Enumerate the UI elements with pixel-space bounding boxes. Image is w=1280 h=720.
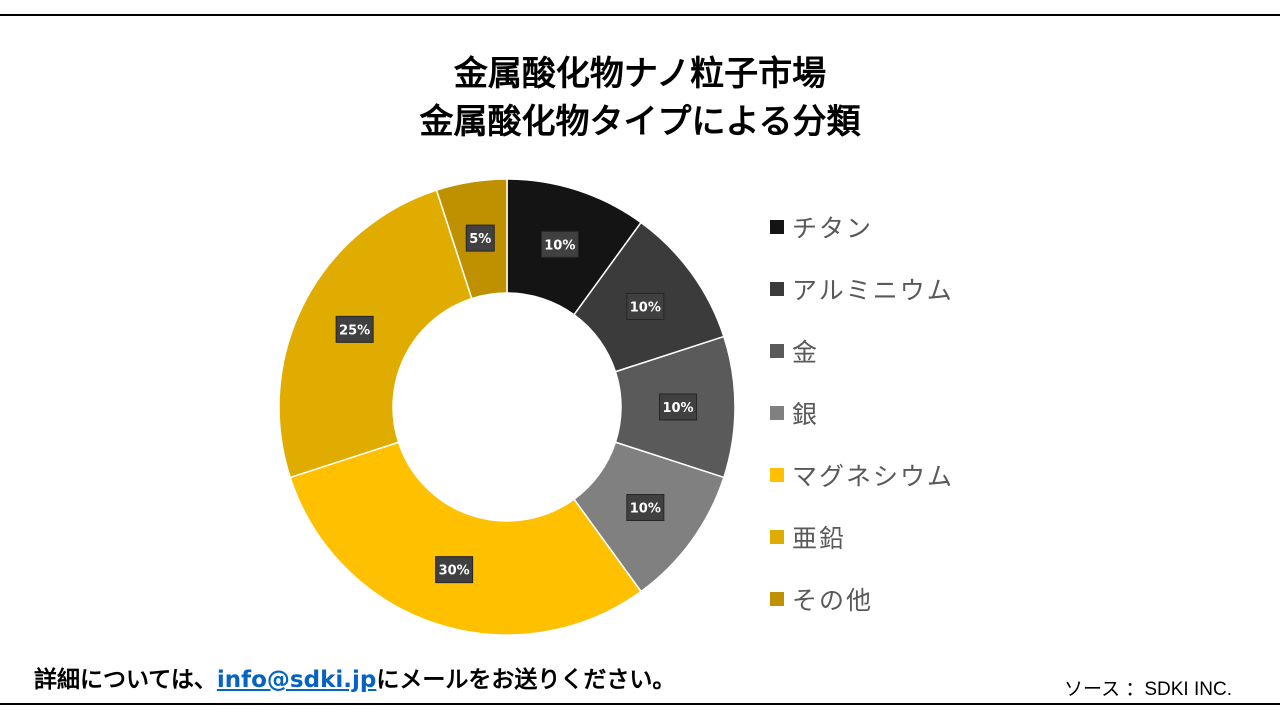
- chart-subtitle: 金属酸化物タイプによる分類: [419, 102, 861, 142]
- legend-item: その他: [770, 568, 954, 630]
- legend-label: 金: [792, 338, 820, 367]
- email-link[interactable]: info@sdki.jp: [216, 667, 377, 693]
- chart-title: 金属酸化物ナノ粒子市場: [453, 54, 827, 94]
- legend-swatch: [770, 592, 784, 606]
- source-credit: ソース ：SDKI INC.: [1064, 679, 1232, 700]
- legend-swatch: [770, 406, 784, 420]
- data-label-box: [465, 224, 495, 252]
- legend-label: その他: [792, 586, 874, 615]
- data-label-text: 10%: [630, 300, 661, 315]
- data-label-box: [435, 556, 474, 584]
- donut-slice: [289, 441, 643, 636]
- chart-legend: チタンアルミニウム金銀マグネシウム 亜鉛その他: [770, 196, 954, 630]
- data-label-text: 5%: [469, 232, 491, 247]
- legend-swatch: [770, 282, 784, 296]
- legend-item: マグネシウム: [770, 444, 954, 506]
- data-label: 10%: [659, 393, 697, 421]
- data-label-text: 25%: [339, 323, 370, 338]
- data-label-box: [626, 292, 665, 320]
- legend-label: アルミニウム: [792, 276, 954, 305]
- top-rule: [0, 14, 1280, 16]
- legend-item: 金: [770, 320, 954, 382]
- data-label-text: 30%: [439, 564, 470, 579]
- data-label-box: [540, 230, 579, 258]
- legend-item: アルミニウム: [770, 258, 954, 320]
- legend-label: 銀: [792, 400, 820, 429]
- data-label-text: 10%: [544, 238, 575, 253]
- data-label: 10%: [626, 494, 665, 522]
- contact-suffix: にメールをお送りください。: [376, 667, 676, 693]
- legend-item: 銀: [770, 382, 954, 444]
- data-label: 30%: [435, 556, 474, 584]
- contact-note: 詳細については、info@sdki.jpにメールをお送りください。: [34, 660, 675, 694]
- data-label-text: 10%: [630, 502, 661, 517]
- legend-label: チタン: [792, 214, 874, 243]
- donut-slice: [278, 189, 473, 479]
- legend-label: マグネシウム: [792, 462, 955, 491]
- legend-item: チタン: [770, 196, 954, 258]
- data-label: 25%: [335, 315, 374, 343]
- contact-prefix: 詳細については、: [34, 667, 217, 693]
- legend-item: 亜鉛: [770, 506, 954, 568]
- data-label: 5%: [465, 224, 495, 252]
- data-label: 10%: [626, 292, 665, 320]
- legend-swatch: [770, 220, 784, 234]
- bottom-rule: [0, 703, 1280, 705]
- data-label-box: [659, 393, 697, 421]
- legend-label: 亜鉛: [792, 524, 847, 553]
- legend-swatch: [770, 468, 784, 482]
- data-label: 10%: [540, 230, 579, 258]
- data-label-text: 10%: [662, 401, 693, 416]
- data-label-box: [335, 315, 374, 343]
- data-label-box: [626, 494, 665, 522]
- legend-swatch: [770, 344, 784, 358]
- legend-swatch: [770, 530, 784, 544]
